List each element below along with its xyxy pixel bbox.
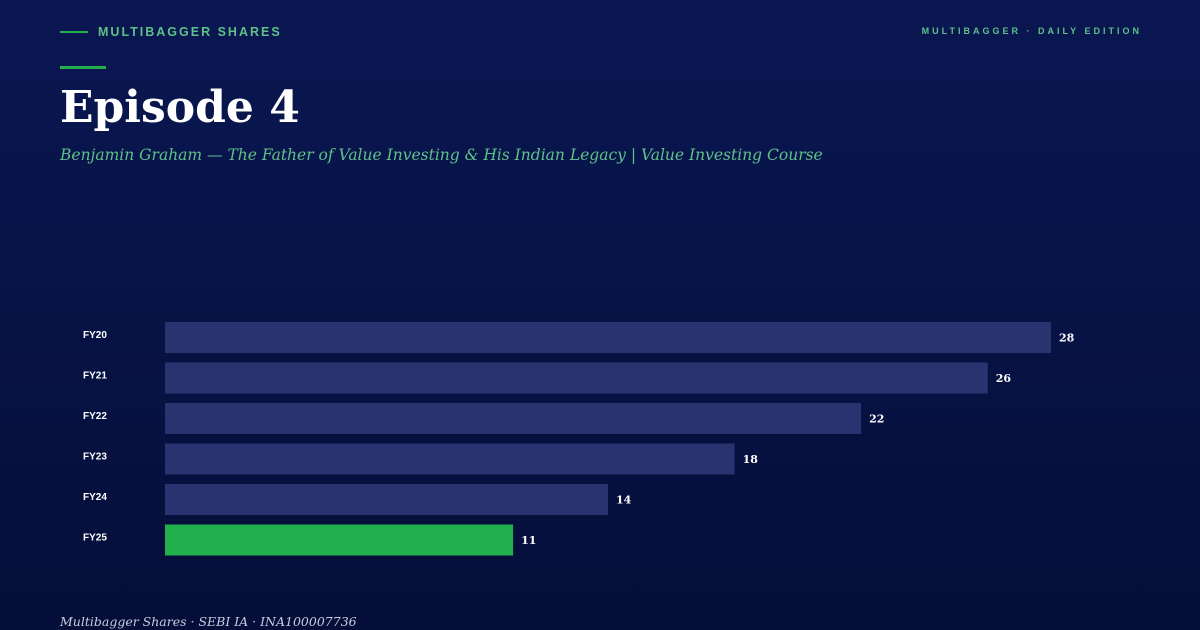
value-label: 14 — [616, 494, 632, 507]
value-label: 26 — [996, 372, 1012, 385]
page-subtitle: Benjamin Graham — The Father of Value In… — [60, 146, 823, 164]
brand-name: MULTIBAGGER SHARES — [98, 25, 282, 39]
brand: MULTIBAGGER SHARES — [60, 25, 282, 39]
bar — [165, 443, 735, 475]
page-title: Episode 4 — [60, 82, 300, 133]
category-label: FY24 — [83, 492, 107, 503]
bar — [165, 322, 1051, 353]
bar — [165, 524, 514, 556]
value-label: 11 — [521, 534, 536, 547]
value-label: 28 — [1059, 332, 1075, 345]
bar — [165, 362, 988, 394]
category-label: FY22 — [83, 411, 107, 422]
bar — [165, 484, 608, 515]
category-label: FY21 — [83, 371, 107, 382]
category-label: FY25 — [83, 533, 107, 544]
edition-label: MULTIBAGGER · DAILY EDITION — [921, 26, 1142, 36]
brand-line — [60, 31, 88, 33]
category-label: FY23 — [83, 452, 107, 463]
category-label: FY20 — [83, 330, 107, 341]
value-label: 22 — [869, 413, 884, 426]
value-label: 18 — [743, 453, 759, 466]
footer-credit: Multibagger Shares · SEBI IA · INA100007… — [60, 614, 357, 629]
bar — [165, 403, 862, 434]
title-accent-bar — [60, 66, 106, 69]
